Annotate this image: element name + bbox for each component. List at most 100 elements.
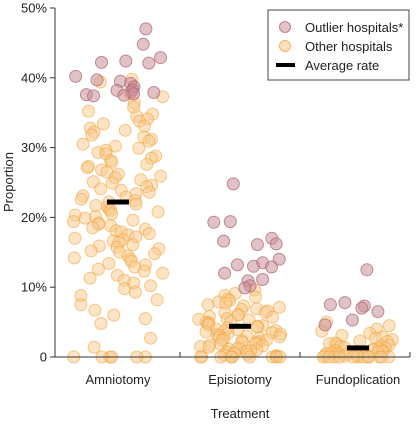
average-bar-amniotomy: [107, 199, 129, 205]
y-tick-label: 40%: [21, 70, 47, 85]
other-hospital-point: [68, 231, 82, 245]
outlier-hospital-point: [371, 305, 385, 319]
outlier-hospital-point: [136, 37, 150, 51]
other-hospital-point: [249, 290, 262, 304]
outlier-hospital-point: [226, 177, 240, 191]
outlier-hospital-point: [119, 54, 133, 68]
other-hospital-point: [94, 182, 108, 196]
average-bar-fundoplication: [347, 345, 369, 351]
other-hospital-point: [80, 161, 94, 175]
other-hospital-point: [156, 266, 170, 280]
outlier-hospital-point: [269, 237, 283, 251]
outlier-hospital-point: [247, 259, 260, 273]
other-hospital-point: [128, 285, 142, 299]
outlier-hospital-point: [139, 22, 153, 36]
other-hospital-point: [138, 119, 151, 133]
other-hospital-point: [353, 334, 367, 348]
legend: Outlier hospitals* Other hospitals Avera…: [267, 9, 410, 81]
outlier-hospital-point: [147, 86, 161, 99]
outlier-hospital-point: [238, 281, 252, 295]
x-tick-label: Episiotomy: [208, 372, 272, 387]
axes: [54, 8, 410, 358]
other-hospital-point: [76, 137, 90, 151]
other-hospital-point: [138, 312, 152, 326]
outlier-hospital-point: [223, 215, 237, 229]
other-hospital-point: [154, 169, 168, 183]
legend-outlier-marker: [279, 21, 291, 33]
other-hospital-point: [148, 247, 162, 261]
outlier-hospital-point: [265, 260, 278, 274]
other-hospital-point: [86, 221, 100, 235]
outlier-hospital-point: [207, 215, 221, 229]
other-hospital-point: [89, 199, 103, 212]
y-ticks: 0 10% 20% 30% 40% 50%: [21, 1, 55, 365]
other-hospital-point: [266, 310, 279, 324]
other-hospital-point: [88, 303, 102, 317]
outlier-hospital-point: [154, 51, 167, 65]
other-hospital-point: [74, 192, 88, 206]
y-axis-title: Proportion: [1, 152, 16, 212]
other-hospital-point: [87, 340, 101, 354]
other-hospital-point: [132, 141, 146, 155]
points-layer: [67, 22, 399, 364]
outlier-hospital-point: [217, 234, 231, 248]
outlier-hospital-point: [87, 89, 100, 103]
legend-other-marker: [279, 40, 291, 52]
other-hospital-point: [201, 298, 215, 312]
other-hospital-point: [129, 197, 143, 211]
x-tick-label: Amniotomy: [85, 372, 151, 387]
other-hospital-point: [67, 251, 81, 265]
outlier-hospital-point: [256, 273, 270, 286]
other-hospital-point: [85, 128, 99, 142]
y-tick-label: 10%: [21, 280, 47, 295]
outlier-hospital-point: [218, 266, 232, 280]
outlier-hospital-point: [360, 263, 374, 277]
other-hospital-point: [382, 319, 396, 333]
other-hospital-point: [96, 117, 110, 131]
group-amniotomy: [67, 22, 170, 364]
group-episiotomy: [192, 177, 288, 364]
average-bars-layer: [107, 199, 369, 351]
outlier-hospital-point: [345, 313, 359, 327]
other-hospital-point: [105, 207, 119, 221]
y-tick-label: 20%: [21, 210, 47, 225]
outlier-hospital-point: [142, 56, 156, 70]
x-tick-label: Fundoplication: [316, 372, 401, 387]
other-hospital-point: [83, 271, 97, 285]
other-hospital-point: [140, 157, 154, 171]
other-hospital-point: [144, 279, 158, 293]
other-hospital-point: [84, 244, 98, 258]
outlier-hospital-point: [117, 88, 131, 102]
outlier-hospital-point: [318, 318, 332, 332]
group-fundoplication: [315, 263, 399, 364]
average-bar-episiotomy: [229, 323, 251, 329]
other-hospital-point: [74, 298, 88, 312]
outlier-hospital-point: [272, 252, 286, 266]
y-tick-label: 50%: [21, 1, 47, 16]
other-hospital-point: [142, 227, 156, 240]
other-hospital-point: [118, 123, 132, 137]
other-hospital-point: [67, 215, 80, 229]
other-hospital-point: [273, 330, 287, 344]
other-hospital-point: [126, 213, 140, 227]
y-tick-label: 0: [40, 350, 47, 365]
legend-box: [267, 9, 410, 81]
other-hospital-point: [144, 331, 157, 345]
other-hospital-point: [102, 257, 116, 270]
x-axis-title: Treatment: [211, 406, 270, 421]
other-hospital-point: [137, 264, 151, 278]
legend-other-label: Other hospitals: [305, 39, 393, 54]
x-ticks: Amniotomy Episiotomy Fundoplication: [54, 352, 411, 387]
other-hospital-point: [105, 176, 119, 190]
outlier-hospital-point: [323, 298, 337, 312]
outlier-hospital-point: [95, 55, 108, 69]
other-hospital-point: [199, 325, 213, 339]
outlier-hospital-point: [90, 73, 104, 87]
other-hospital-point: [118, 282, 131, 296]
outlier-hospital-point: [230, 258, 244, 272]
other-hospital-point: [82, 104, 95, 118]
other-hospital-point: [151, 205, 165, 219]
y-tick-label: 30%: [21, 140, 47, 155]
other-hospital-point: [250, 320, 264, 334]
